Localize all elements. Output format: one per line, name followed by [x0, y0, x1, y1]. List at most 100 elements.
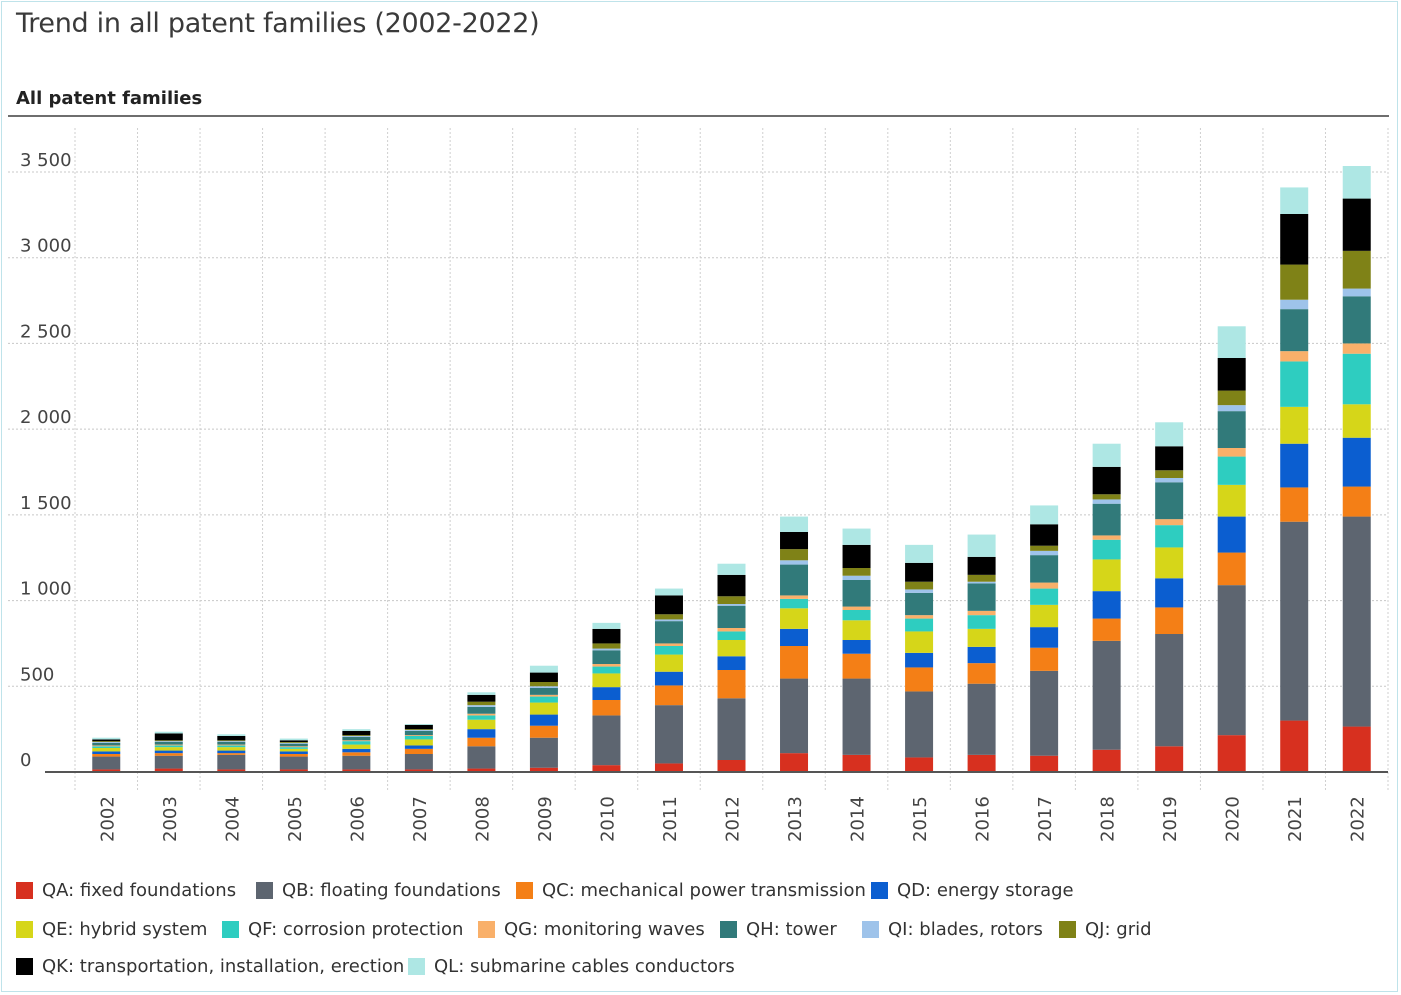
- bar-segment-2016-9: [967, 581, 996, 584]
- bar-segment-2014-9: [842, 575, 871, 580]
- bar-segment-2019-11: [1155, 446, 1184, 471]
- bar-segment-2003-2: [154, 755, 183, 769]
- x-tick-label: 2005: [285, 796, 306, 842]
- bar-segment-2005-9: [279, 742, 308, 744]
- x-tick-label: 2014: [848, 796, 869, 842]
- legend-swatch-qf: [222, 921, 239, 938]
- x-tick-label: 2004: [222, 796, 243, 842]
- bar-segment-2021-5: [1280, 406, 1309, 444]
- legend-item-qb: QB: floating foundations: [256, 880, 501, 901]
- bar-segment-2020-5: [1217, 484, 1246, 517]
- bar-segment-2006-4: [342, 748, 371, 753]
- bar-segment-2012-11: [717, 574, 746, 597]
- bar-segment-2005-1: [279, 769, 308, 772]
- bar-segment-2003-12: [154, 731, 183, 734]
- bar-segment-2004-3: [217, 753, 246, 755]
- bar-segment-2017-9: [1030, 550, 1059, 556]
- bar-segment-2014-5: [842, 620, 871, 640]
- bar-segment-2021-1: [1280, 720, 1309, 772]
- bar-segment-2015-8: [905, 592, 934, 616]
- legend-label-qd: QD: energy storage: [897, 880, 1074, 901]
- x-tick-label: 2021: [1285, 796, 1306, 842]
- bar-segment-2014-6: [842, 610, 871, 621]
- bar-segment-2015-6: [905, 618, 934, 632]
- bar-segment-2007-8: [404, 730, 433, 736]
- bar-segment-2020-3: [1217, 552, 1246, 586]
- legend-item-ql: QL: submarine cables conductors: [408, 956, 735, 977]
- legend-swatch-qi: [862, 921, 879, 938]
- bar-segment-2011-6: [654, 646, 683, 655]
- legend-item-qe: QE: hybrid system: [16, 919, 207, 940]
- bar-segment-2015-1: [905, 757, 934, 772]
- legend-label-qb: QB: floating foundations: [282, 880, 501, 901]
- bar-segment-2013-6: [780, 598, 809, 609]
- bar-segment-2008-5: [467, 719, 496, 730]
- bar-segment-2018-12: [1092, 443, 1121, 467]
- bar-segment-2015-9: [905, 589, 934, 593]
- bar-segment-2021-4: [1280, 443, 1309, 488]
- bar-segment-2020-4: [1217, 516, 1246, 553]
- bar-segment-2021-9: [1280, 299, 1309, 310]
- chart-subtitle: All patent families: [16, 88, 203, 109]
- legend-item-qg: QG: monitoring waves: [478, 919, 705, 940]
- bar-segment-2002-3: [92, 754, 121, 757]
- bar-segment-2002-11: [92, 739, 121, 742]
- legend-label-qf: QF: corrosion protection: [248, 919, 464, 940]
- bar-segment-2009-10: [529, 682, 558, 687]
- legend-swatch-qb: [256, 882, 273, 899]
- legend-swatch-qg: [478, 921, 495, 938]
- legend-item-qi: QI: blades, rotors: [862, 919, 1043, 940]
- bar-segment-2005-2: [279, 756, 308, 770]
- legend-label-qh: QH: tower: [746, 919, 837, 940]
- bar-segment-2004-8: [217, 742, 246, 745]
- bar-segment-2007-3: [404, 748, 433, 754]
- bar-segment-2016-10: [967, 574, 996, 582]
- legend-label-qg: QG: monitoring waves: [504, 919, 705, 940]
- bar-segment-2021-11: [1280, 214, 1309, 265]
- bar-segment-2015-12: [905, 544, 934, 563]
- bar-segment-2016-1: [967, 754, 996, 772]
- bar-segment-2018-3: [1092, 618, 1121, 641]
- bar-segment-2013-3: [780, 646, 809, 679]
- bar-segment-2010-6: [592, 666, 621, 674]
- bar-segment-2022-3: [1342, 486, 1371, 517]
- bar-segment-2006-8: [342, 736, 371, 741]
- bar-segment-2004-7: [217, 744, 246, 746]
- bar-segment-2007-10: [404, 729, 433, 730]
- bar-segment-2013-2: [780, 678, 809, 754]
- bar-segment-2006-12: [342, 729, 371, 731]
- bar-segment-2004-6: [217, 745, 246, 748]
- x-tick-label: 2017: [1035, 796, 1056, 842]
- bar-segment-2007-1: [404, 769, 433, 772]
- legend-label-qa: QA: fixed foundations: [42, 880, 237, 901]
- bar-segment-2007-4: [404, 745, 433, 749]
- bar-segment-2005-4: [279, 751, 308, 754]
- bar-segment-2005-10: [279, 742, 308, 743]
- bar-segment-2019-3: [1155, 607, 1184, 634]
- bar-segment-2021-2: [1280, 521, 1309, 721]
- bar-segment-2017-7: [1030, 582, 1059, 589]
- bar-segment-2002-1: [92, 769, 121, 772]
- bar-segment-2010-5: [592, 673, 621, 688]
- bar-segment-2018-4: [1092, 591, 1121, 619]
- bar-segment-2007-6: [404, 736, 433, 740]
- bar-segment-2017-11: [1030, 524, 1059, 546]
- x-tick-label: 2010: [597, 796, 618, 842]
- bar-segment-2013-11: [780, 532, 809, 550]
- x-tick-label: 2022: [1348, 796, 1369, 842]
- bar-segment-2005-11: [279, 740, 308, 742]
- bar-segment-2008-4: [467, 729, 496, 738]
- bar-segment-2010-7: [592, 664, 621, 667]
- bar-segment-2002-10: [92, 741, 121, 742]
- x-tick-label: 2003: [160, 796, 181, 842]
- bar-segment-2022-10: [1342, 250, 1371, 289]
- bar-segment-2018-8: [1092, 503, 1121, 536]
- subtitle-rule: [8, 115, 1389, 117]
- bar-segment-2011-7: [654, 643, 683, 646]
- bar-segment-2009-2: [529, 737, 558, 768]
- bar-segment-2011-3: [654, 685, 683, 706]
- bar-segment-2006-2: [342, 755, 371, 770]
- bar-segment-2022-9: [1342, 288, 1371, 297]
- bar-segment-2004-12: [217, 734, 246, 736]
- y-tick-label: 1 000: [20, 579, 72, 600]
